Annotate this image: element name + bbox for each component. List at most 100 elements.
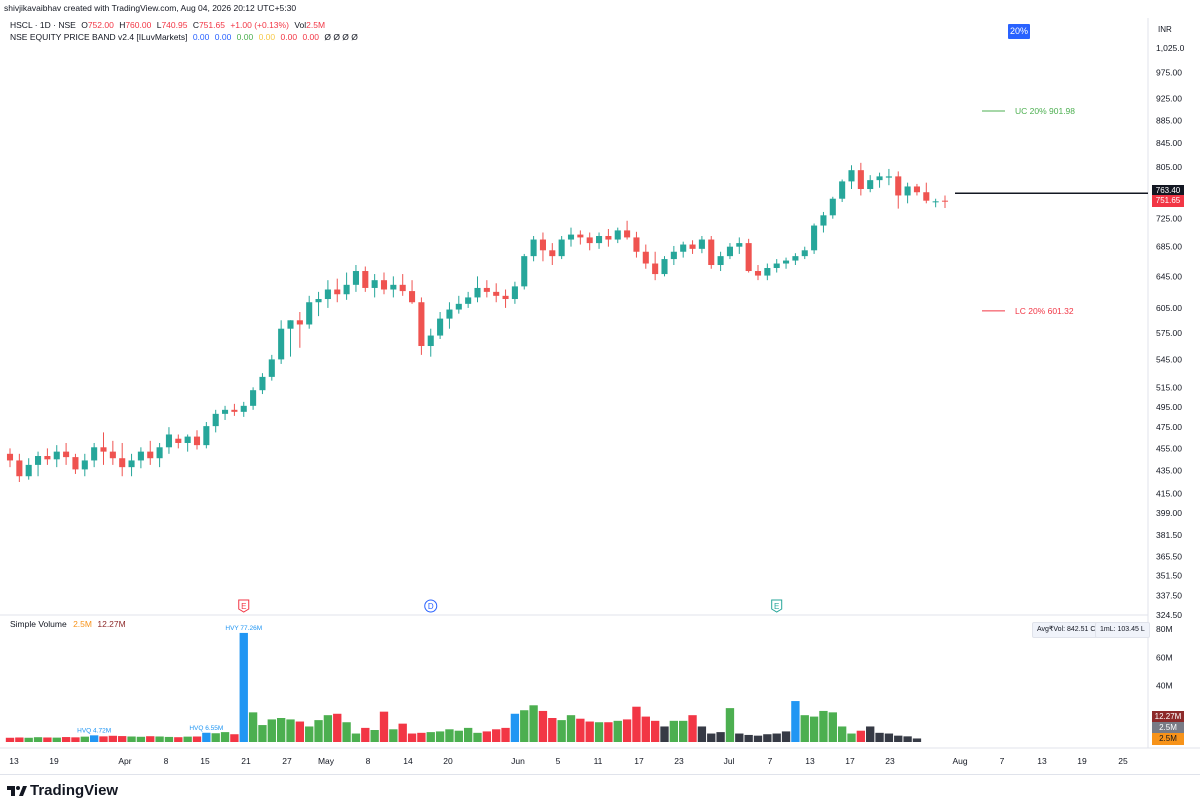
candle xyxy=(670,245,677,266)
time-axis-label: 13 xyxy=(805,756,815,766)
candle xyxy=(91,442,98,468)
time-axis-label: 19 xyxy=(1077,756,1087,766)
volume-bar xyxy=(492,729,501,742)
candle xyxy=(773,259,780,273)
time-axis-label: May xyxy=(318,756,335,766)
volume-bar xyxy=(912,738,922,742)
candle-body xyxy=(745,243,752,272)
volume-bar xyxy=(613,720,622,742)
time-axis-label: 8 xyxy=(366,756,371,766)
volume-bar xyxy=(333,713,342,742)
indicator-value: 0.00 xyxy=(258,32,276,42)
candle xyxy=(689,240,696,254)
candle xyxy=(895,171,902,209)
candle xyxy=(502,289,509,308)
price-axis-label: 645.00 xyxy=(1156,271,1182,281)
dividend-event-icon[interactable]: D xyxy=(424,599,438,613)
price-axis-label: 685.00 xyxy=(1156,242,1182,252)
candle xyxy=(558,236,565,260)
volume-bar xyxy=(473,732,482,742)
candle xyxy=(6,448,14,468)
event-marker-label: E xyxy=(774,602,779,611)
volume-bar xyxy=(417,732,426,742)
candle xyxy=(278,320,285,364)
candle-body xyxy=(184,436,191,443)
low-value: 740.95 xyxy=(161,20,188,30)
candle-body xyxy=(829,198,836,216)
volume-annotation: HVY 77.26M xyxy=(225,625,262,632)
volume-legend[interactable]: Simple Volume 2.5M 12.27M xyxy=(10,619,126,629)
volume-bar xyxy=(800,715,809,742)
candle-body xyxy=(53,451,60,460)
footer xyxy=(0,774,1200,810)
candle xyxy=(680,241,687,258)
candle xyxy=(511,281,518,304)
volume-tag: 2.5M xyxy=(1152,722,1184,734)
candle xyxy=(287,320,294,357)
price-axis-label: 365.50 xyxy=(1156,551,1182,561)
candle-body xyxy=(72,457,79,470)
vol-value: 2.5M xyxy=(306,20,326,30)
currency-label[interactable]: INR xyxy=(1158,25,1172,34)
event-marker-shape xyxy=(238,599,250,613)
time-axis-label: 23 xyxy=(885,756,895,766)
volume-bar xyxy=(454,730,463,742)
earnings-event-icon[interactable]: E xyxy=(238,599,250,613)
volume-bar xyxy=(894,735,903,742)
candle xyxy=(661,256,668,277)
uc-band-label: UC 20% 901.98 xyxy=(1015,106,1075,116)
earnings-event-icon[interactable]: E xyxy=(771,599,783,613)
candle xyxy=(259,373,266,395)
candle-body xyxy=(801,250,808,257)
symbol-label[interactable]: HSCL · 1D · NSE xyxy=(10,20,76,30)
volume-bar xyxy=(819,710,828,742)
candle-body xyxy=(315,299,322,303)
event-marker-shape xyxy=(424,599,438,613)
volume-bar xyxy=(650,720,660,742)
price-chart[interactable]: UC 20% 901.98 LC 20% 601.32 HVQ 4.72M HVQ … xyxy=(0,0,1200,775)
volume-bar xyxy=(118,736,127,742)
volume-bar xyxy=(837,726,847,742)
time-axis-label: 21 xyxy=(241,756,251,766)
event-marker-shape xyxy=(771,599,783,613)
candle xyxy=(567,227,575,247)
indicator-value: 0.00 xyxy=(192,32,210,42)
volume-bar xyxy=(5,737,15,742)
volume-bar xyxy=(314,720,323,742)
price-axis-label: 545.00 xyxy=(1156,354,1182,364)
candle xyxy=(726,243,733,260)
volume-bar xyxy=(856,730,866,742)
candle xyxy=(128,453,135,477)
volume-bar xyxy=(183,736,192,742)
candle xyxy=(352,265,359,292)
candle-body xyxy=(811,225,818,251)
candle-body xyxy=(549,250,556,257)
candle-body xyxy=(783,260,790,264)
volume-annotation: HVQ 6.55M xyxy=(189,725,223,732)
time-axis-label: 17 xyxy=(634,756,644,766)
candle-body xyxy=(399,284,406,292)
candle-body xyxy=(259,376,266,391)
candle xyxy=(820,211,827,233)
candle-body xyxy=(923,192,930,201)
candle xyxy=(306,295,313,329)
time-axis-label: 27 xyxy=(282,756,292,766)
candle xyxy=(792,253,799,266)
candle xyxy=(240,401,247,417)
price-axis-label: 475.00 xyxy=(1156,422,1182,432)
tradingview-logo-text[interactable]: TradingView xyxy=(30,782,119,799)
volume-bar xyxy=(566,715,576,742)
tradingview-logo-icon[interactable] xyxy=(7,782,27,800)
volume-bar xyxy=(875,732,884,742)
last-price-tag: 751.65 xyxy=(1152,195,1184,207)
volume-bar xyxy=(323,715,333,742)
candle-body xyxy=(521,256,528,287)
candle xyxy=(465,291,472,308)
volume-bar xyxy=(248,712,258,742)
indicator-value: 0.00 xyxy=(302,32,319,42)
volume-bar xyxy=(510,713,520,742)
avg-volume-tag: 12.27M xyxy=(1152,711,1184,723)
indicator-name[interactable]: NSE EQUITY PRICE BAND v2.4 [ILuvMarkets] xyxy=(10,32,188,42)
volume-bar xyxy=(725,708,735,742)
time-axis-label: 7 xyxy=(1000,756,1005,766)
